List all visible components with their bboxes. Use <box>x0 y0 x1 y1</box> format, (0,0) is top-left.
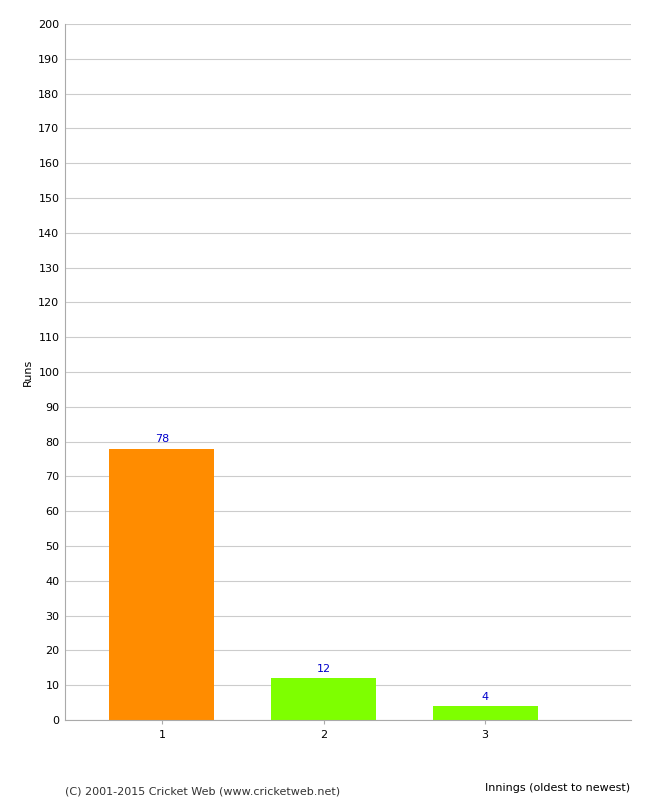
Bar <box>109 449 214 720</box>
Bar <box>432 706 538 720</box>
Bar <box>271 678 376 720</box>
Text: Innings (oldest to newest): Innings (oldest to newest) <box>486 782 630 793</box>
Text: 12: 12 <box>317 664 331 674</box>
Y-axis label: Runs: Runs <box>23 358 32 386</box>
Text: 4: 4 <box>482 692 489 702</box>
Text: 78: 78 <box>155 434 169 444</box>
Text: (C) 2001-2015 Cricket Web (www.cricketweb.net): (C) 2001-2015 Cricket Web (www.cricketwe… <box>65 786 340 796</box>
